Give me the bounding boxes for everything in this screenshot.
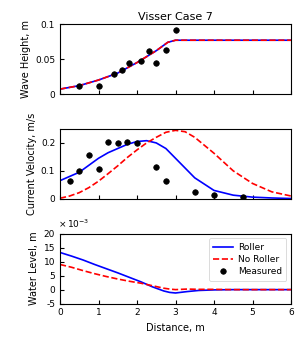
No Roller [270, 288, 274, 292]
No Roller [81, 268, 85, 273]
Roller [168, 290, 172, 295]
No Roller [93, 272, 97, 276]
No Roller [197, 287, 200, 292]
Title: Visser Case 7: Visser Case 7 [138, 12, 213, 22]
Text: $\times\,10^{-3}$: $\times\,10^{-3}$ [58, 218, 89, 230]
No Roller [289, 288, 293, 292]
Roller [197, 288, 200, 293]
No Roller [116, 277, 119, 281]
No Roller [128, 279, 131, 283]
Roller [139, 280, 143, 284]
No Roller [58, 263, 62, 267]
Roller [289, 288, 293, 292]
Roller [251, 288, 254, 292]
No Roller [104, 274, 108, 278]
No Roller [162, 286, 166, 290]
No Roller [139, 281, 143, 285]
No Roller [185, 287, 189, 291]
No Roller [212, 287, 216, 292]
No Roller [168, 287, 172, 291]
Roller [116, 271, 119, 275]
Roller [162, 289, 166, 293]
No Roller [251, 288, 254, 292]
Roller [70, 254, 74, 258]
Roller [185, 289, 189, 294]
Y-axis label: Water Level, m: Water Level, m [29, 232, 40, 305]
Roller [151, 285, 154, 289]
Line: No Roller: No Roller [60, 265, 291, 290]
Roller [174, 291, 177, 295]
Y-axis label: Current Velocity, m/s: Current Velocity, m/s [27, 113, 37, 215]
Y-axis label: Wave Height, m: Wave Height, m [21, 20, 31, 98]
No Roller [151, 284, 154, 288]
Roller [212, 288, 216, 292]
Roller [232, 288, 235, 292]
No Roller [232, 288, 235, 292]
Line: Roller: Roller [60, 253, 291, 293]
Roller [81, 258, 85, 262]
Roller [270, 288, 274, 292]
No Roller [70, 265, 74, 269]
Roller [93, 263, 97, 267]
Roller [58, 250, 62, 255]
Roller [104, 267, 108, 271]
Roller [128, 275, 131, 279]
Legend: Roller, No Roller, Measured: Roller, No Roller, Measured [209, 238, 286, 280]
No Roller [174, 288, 177, 292]
X-axis label: Distance, m: Distance, m [146, 323, 205, 333]
